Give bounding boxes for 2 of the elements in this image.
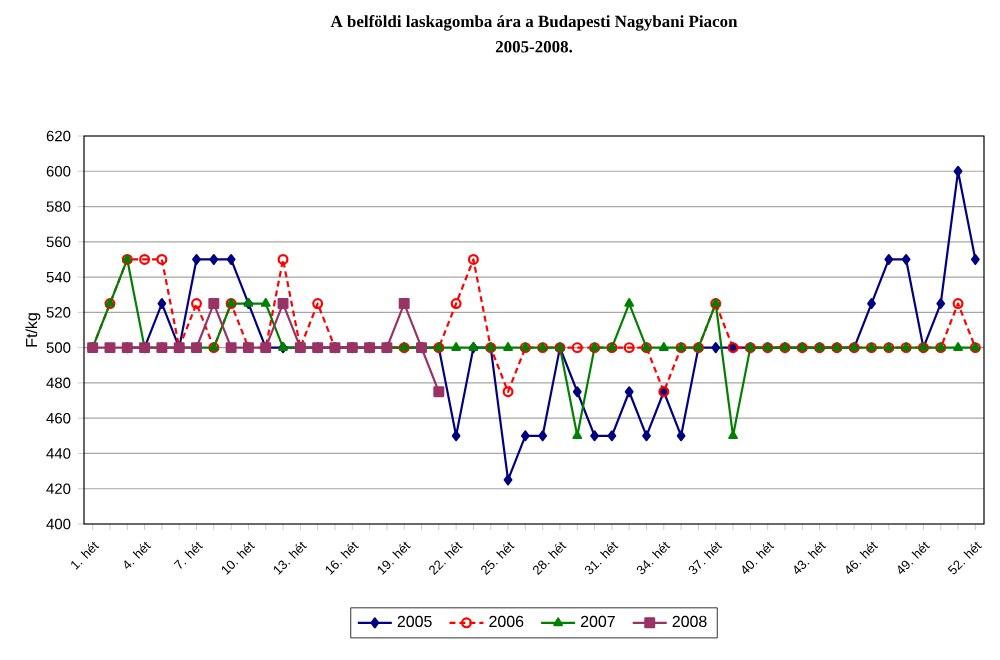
chart-title: A belföldi laskagomba ára a Budapesti Nagybani Piacon bbox=[330, 15, 738, 31]
chart-subtitle: 2005-2008. bbox=[495, 41, 573, 53]
